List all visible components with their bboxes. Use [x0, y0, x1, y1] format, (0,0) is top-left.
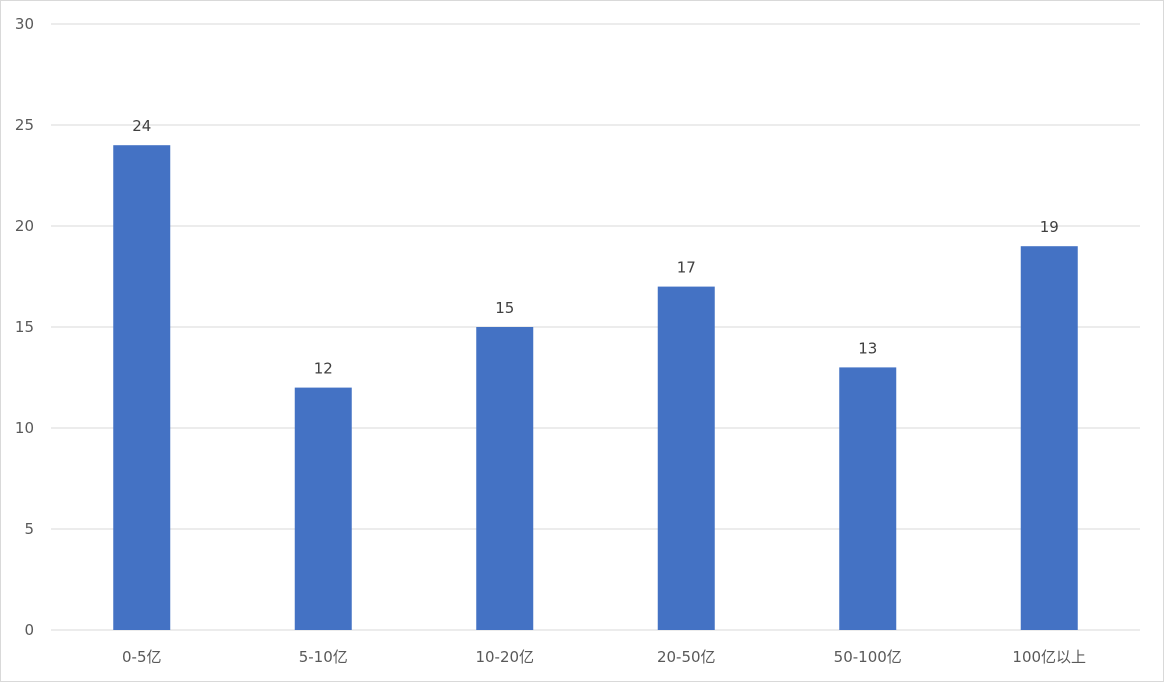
bar [113, 145, 171, 630]
bar-value-label: 15 [495, 299, 514, 317]
y-tick-label: 30 [15, 15, 34, 33]
y-tick-label: 25 [15, 116, 34, 134]
y-tick-label: 0 [24, 621, 34, 639]
bar-value-label: 24 [132, 117, 151, 135]
gridlines [51, 23, 1140, 631]
bar-value-label: 12 [314, 360, 333, 378]
y-tick-label: 10 [15, 419, 34, 437]
x-tick-label: 100亿以上 [1012, 648, 1086, 666]
x-tick-label: 50-100亿 [834, 648, 902, 666]
y-tick-label: 5 [24, 520, 34, 538]
bar [294, 387, 352, 630]
x-tick-label: 0-5亿 [122, 648, 162, 666]
bar [1020, 246, 1078, 630]
y-tick-label: 15 [15, 318, 34, 336]
y-tick-label: 20 [15, 217, 34, 235]
x-tick-label: 10-20亿 [475, 648, 534, 666]
data-labels: 24 12 15 17 13 19 [132, 117, 1059, 377]
bars [113, 145, 1078, 630]
bar [657, 286, 715, 630]
bar-value-label: 13 [858, 339, 877, 357]
x-tick-label: 5-10亿 [299, 648, 348, 666]
x-axis-tick-labels: 0-5亿 5-10亿 10-20亿 20-50亿 50-100亿 100亿以上 [122, 648, 1086, 666]
bar [476, 327, 534, 630]
bar-value-label: 17 [677, 259, 696, 277]
bar-value-label: 19 [1040, 218, 1059, 236]
bar [839, 367, 897, 630]
x-tick-label: 20-50亿 [657, 648, 716, 666]
y-axis-tick-labels: 0 5 10 15 20 25 30 [15, 15, 34, 639]
